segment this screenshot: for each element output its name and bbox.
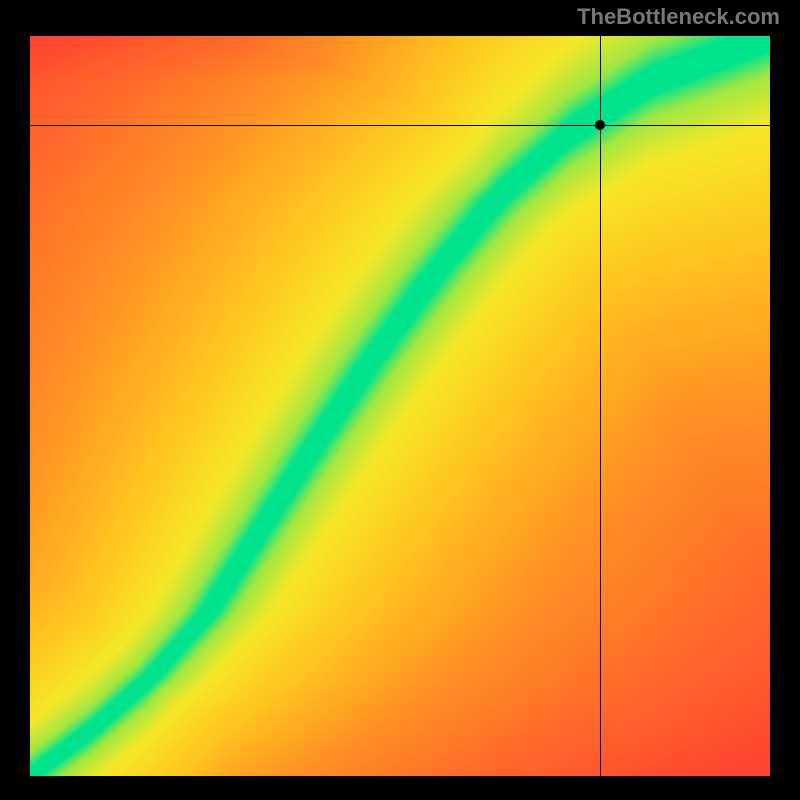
crosshair-point (595, 120, 605, 130)
crosshair-vertical (600, 36, 601, 776)
crosshair-horizontal (30, 125, 770, 126)
bottleneck-heatmap (30, 36, 770, 776)
watermark-text: TheBottleneck.com (577, 4, 780, 30)
heatmap-canvas (30, 36, 770, 776)
